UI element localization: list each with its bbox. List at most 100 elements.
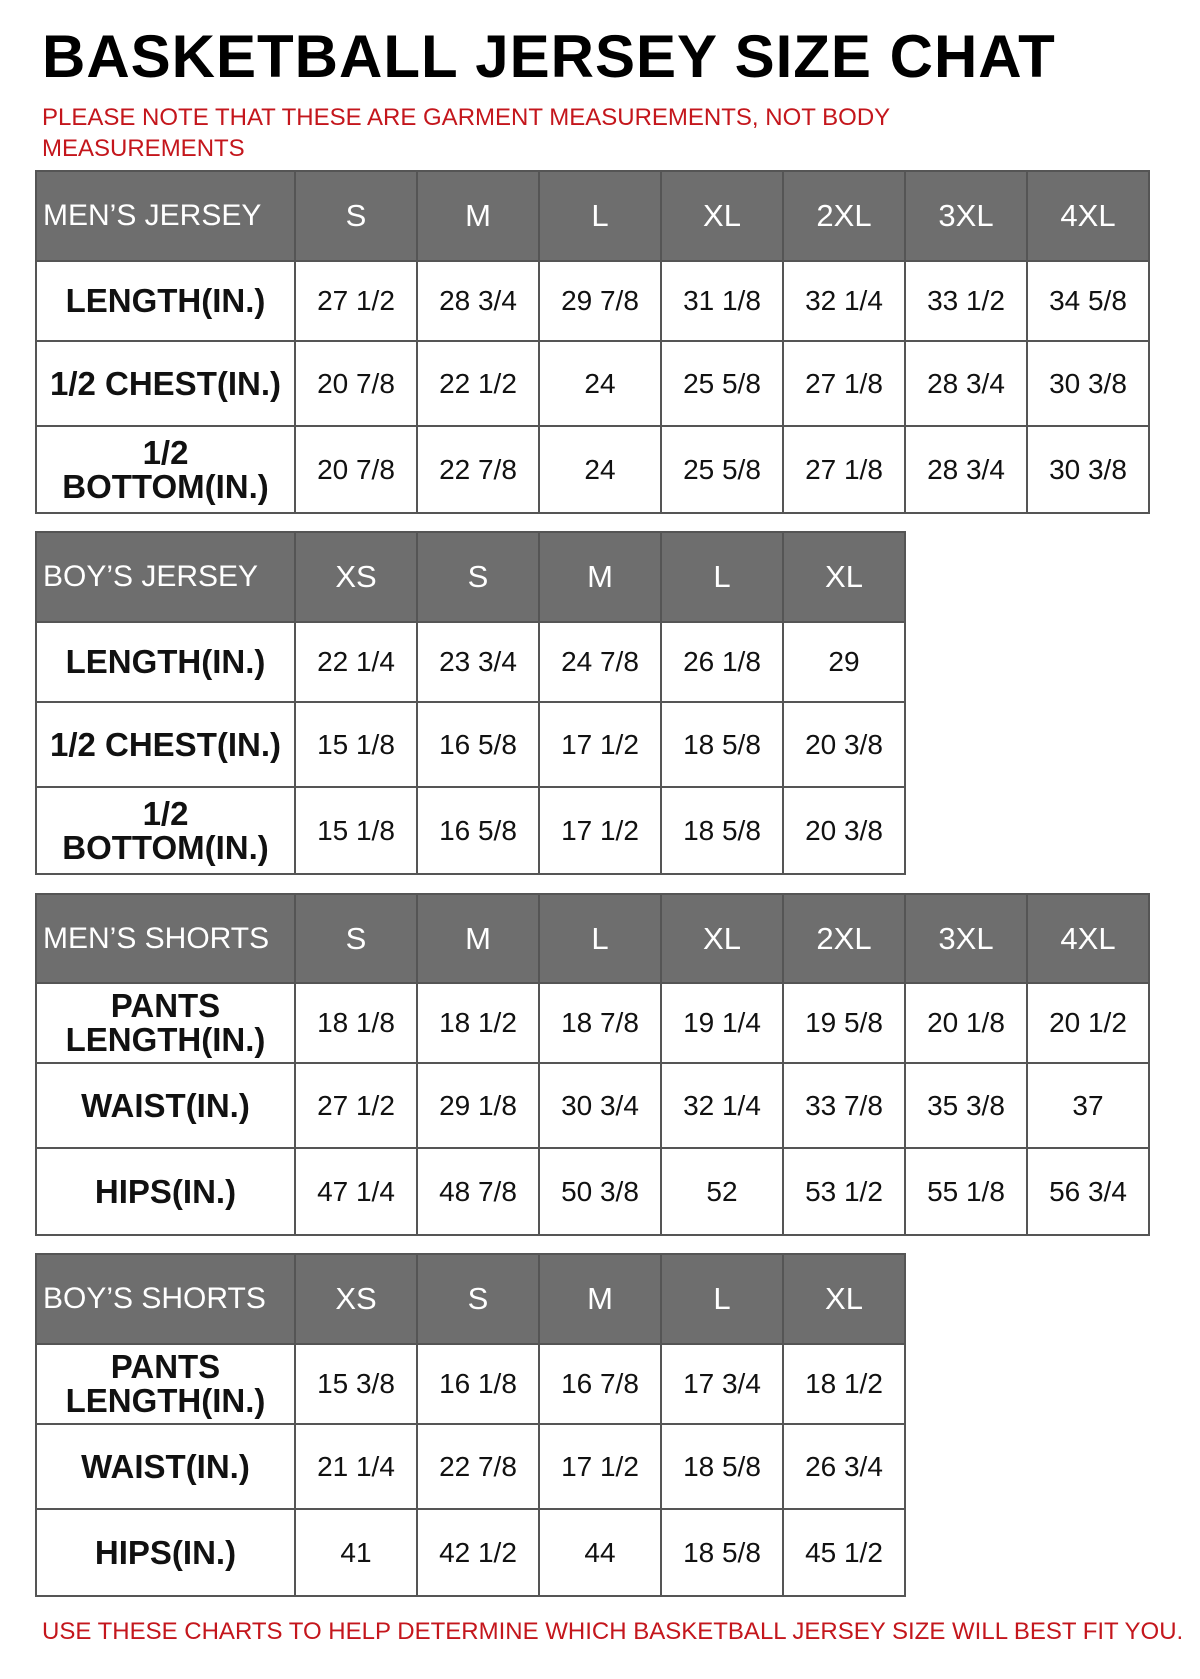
measurement-value: 20 7/8 (294, 340, 418, 427)
measurement-label: WAIST(IN.) (35, 1062, 296, 1149)
measurement-value: 17 3/4 (660, 1343, 784, 1425)
measurement-value: 25 5/8 (660, 340, 784, 427)
measurement-value: 27 1/8 (782, 425, 906, 514)
measurement-label: 1/2 CHEST(IN.) (35, 340, 296, 427)
measurement-value: 52 (660, 1147, 784, 1236)
measurement-value: 17 1/2 (538, 786, 662, 875)
measurement-label: LENGTH(IN.) (35, 621, 296, 703)
measurement-value: 18 7/8 (538, 982, 662, 1064)
size-header: 4XL (1026, 170, 1150, 262)
measurement-value: 53 1/2 (782, 1147, 906, 1236)
measurement-label: HIPS(IN.) (35, 1147, 296, 1236)
measurement-value: 18 5/8 (660, 1508, 784, 1597)
table-row: LENGTH(IN.) 22 1/4 23 3/4 24 7/8 26 1/8 29 (35, 621, 906, 703)
measurement-value: 24 (538, 425, 662, 514)
table-row: HIPS(IN.) 47 1/4 48 7/8 50 3/8 52 53 1/2 55 1/… (35, 1147, 1150, 1236)
measurement-value: 29 7/8 (538, 260, 662, 342)
measurement-value: 28 3/4 (904, 425, 1028, 514)
table-row: 1/2 BOTTOM(IN.) 15 1/8 16 5/8 17 1/2 18 5/8 2… (35, 786, 906, 875)
measurement-value: 29 (782, 621, 906, 703)
measurement-value: 30 3/8 (1026, 340, 1150, 427)
size-header: XL (660, 893, 784, 984)
table-row: 1/2 BOTTOM(IN.) 20 7/8 22 7/8 24 25 5/8 27 1/… (35, 425, 1150, 514)
size-header: L (538, 170, 662, 262)
measurement-label: 1/2 BOTTOM(IN.) (35, 425, 296, 514)
header-row: MEN’S SHORTS S M L XL 2XL 3XL 4XL (35, 893, 1150, 984)
measurement-value: 44 (538, 1508, 662, 1597)
table-row: HIPS(IN.) 41 42 1/2 44 18 5/8 45 1/2 (35, 1508, 906, 1597)
size-header: L (660, 531, 784, 623)
table-title: BOY’S SHORTS (35, 1253, 296, 1345)
measurement-value: 18 5/8 (660, 701, 784, 788)
measurement-value: 48 7/8 (416, 1147, 540, 1236)
measurement-value: 18 5/8 (660, 786, 784, 875)
table-row: WAIST(IN.) 21 1/4 22 7/8 17 1/2 18 5/8 26 3/4 (35, 1423, 906, 1510)
measurement-value: 19 5/8 (782, 982, 906, 1064)
page-title: BASKETBALL JERSEY SIZE CHAT (42, 23, 1056, 90)
measurement-value: 25 5/8 (660, 425, 784, 514)
measurement-value: 17 1/2 (538, 701, 662, 788)
measurement-value: 16 7/8 (538, 1343, 662, 1425)
measurement-value: 47 1/4 (294, 1147, 418, 1236)
measurement-value: 34 5/8 (1026, 260, 1150, 342)
size-header: XL (782, 531, 906, 623)
measurement-label: PANTS LENGTH(IN.) (35, 982, 296, 1064)
measurement-value: 20 3/8 (782, 786, 906, 875)
size-header: L (538, 893, 662, 984)
size-header: XS (294, 1253, 418, 1345)
measurement-label: 1/2 CHEST(IN.) (35, 701, 296, 788)
header-row: MEN’S JERSEY S M L XL 2XL 3XL 4XL (35, 170, 1150, 262)
measurement-value: 21 1/4 (294, 1423, 418, 1510)
boys-jersey-table: BOY’S JERSEY XS S M L XL LENGTH(IN.) 22 1/4 23 3… (35, 531, 906, 875)
measurement-value: 28 3/4 (416, 260, 540, 342)
measurement-value: 22 7/8 (416, 425, 540, 514)
measurement-value: 33 1/2 (904, 260, 1028, 342)
measurement-value: 20 1/8 (904, 982, 1028, 1064)
measurement-value: 30 3/8 (1026, 425, 1150, 514)
size-header: 4XL (1026, 893, 1150, 984)
measurement-value: 29 1/8 (416, 1062, 540, 1149)
footer-note: USE THESE CHARTS TO HELP DETERMINE WHICH… (42, 1618, 1184, 1645)
measurement-label: 1/2 BOTTOM(IN.) (35, 786, 296, 875)
measurement-value: 18 5/8 (660, 1423, 784, 1510)
measurement-value: 24 7/8 (538, 621, 662, 703)
measurement-label: HIPS(IN.) (35, 1508, 296, 1597)
size-header: 3XL (904, 893, 1028, 984)
size-header: S (294, 170, 418, 262)
table-row: WAIST(IN.) 27 1/2 29 1/8 30 3/4 32 1/4 33 7/8… (35, 1062, 1150, 1149)
table-row: 1/2 CHEST(IN.) 20 7/8 22 1/2 24 25 5/8 27 1/8… (35, 340, 1150, 427)
measurement-value: 41 (294, 1508, 418, 1597)
measurement-value: 42 1/2 (416, 1508, 540, 1597)
measurement-value: 30 3/4 (538, 1062, 662, 1149)
table-row: 1/2 CHEST(IN.) 15 1/8 16 5/8 17 1/2 18 5/8 20… (35, 701, 906, 788)
measurement-value: 27 1/8 (782, 340, 906, 427)
size-header: M (538, 531, 662, 623)
table-row: PANTS LENGTH(IN.) 15 3/8 16 1/8 16 7/8 17 3/… (35, 1343, 906, 1425)
measurement-value: 15 3/8 (294, 1343, 418, 1425)
measurement-value: 27 1/2 (294, 1062, 418, 1149)
measurement-label: PANTS LENGTH(IN.) (35, 1343, 296, 1425)
size-header: 3XL (904, 170, 1028, 262)
measurement-value: 20 3/8 (782, 701, 906, 788)
size-header: S (416, 1253, 540, 1345)
size-header: 2XL (782, 893, 906, 984)
measurement-value: 17 1/2 (538, 1423, 662, 1510)
table-title: MEN’S SHORTS (35, 893, 296, 984)
size-header: M (416, 893, 540, 984)
size-header: L (660, 1253, 784, 1345)
measurement-value: 32 1/4 (782, 260, 906, 342)
measurement-value: 20 1/2 (1026, 982, 1150, 1064)
measurement-value: 18 1/2 (416, 982, 540, 1064)
measurement-label: LENGTH(IN.) (35, 260, 296, 342)
measurement-value: 26 1/8 (660, 621, 784, 703)
measurement-value: 33 7/8 (782, 1062, 906, 1149)
measurement-value: 37 (1026, 1062, 1150, 1149)
header-row: BOY’S JERSEY XS S M L XL (35, 531, 906, 623)
measurement-value: 18 1/2 (782, 1343, 906, 1425)
measurement-value: 19 1/4 (660, 982, 784, 1064)
measurement-value: 15 1/8 (294, 786, 418, 875)
table-title: MEN’S JERSEY (35, 170, 296, 262)
measurement-label: WAIST(IN.) (35, 1423, 296, 1510)
measurement-value: 23 3/4 (416, 621, 540, 703)
measurement-value: 16 1/8 (416, 1343, 540, 1425)
